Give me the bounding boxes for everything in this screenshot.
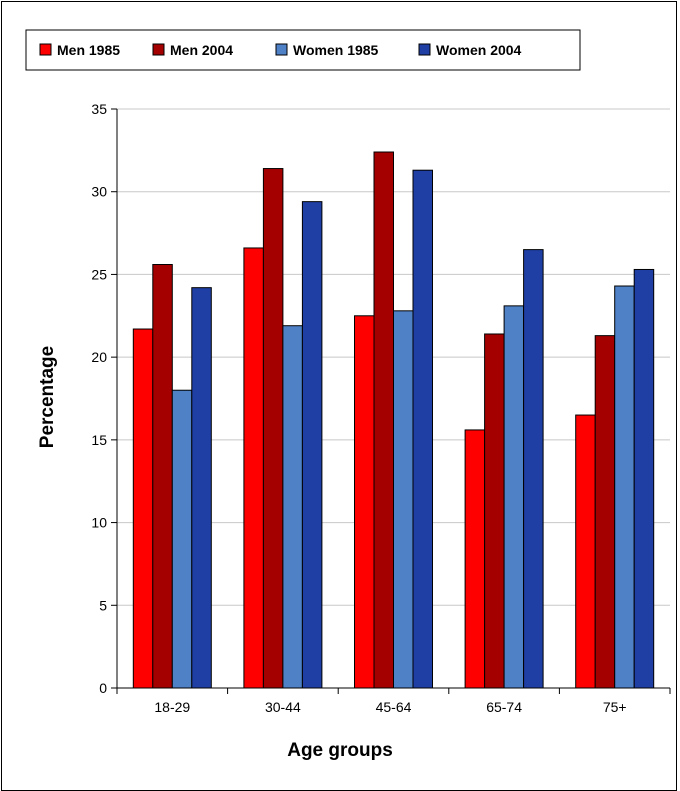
legend-label: Men 2004	[170, 42, 233, 58]
bar-women-2004-30-44	[301, 201, 323, 689]
bar-women-2004-65-74	[523, 249, 544, 689]
legend-swatch	[275, 43, 288, 56]
axes	[116, 109, 670, 689]
y-tick-label: 5	[99, 597, 107, 613]
y-tick-label: 10	[91, 515, 107, 531]
bars	[132, 151, 655, 689]
bar-men-1985-18-29	[132, 328, 154, 689]
legend-box	[25, 29, 581, 71]
bar-women-2004-18-29	[191, 287, 212, 689]
y-tick-label: 0	[99, 680, 107, 696]
legend-label: Women 2004	[436, 42, 522, 58]
bar-women-2004-75+	[633, 268, 655, 689]
y-tick-label: 35	[91, 101, 107, 117]
legend-swatch	[418, 43, 431, 56]
y-axis-title: Percentage	[37, 346, 58, 448]
y-tick-label: 30	[91, 184, 107, 200]
x-tick-label: 30-44	[265, 699, 301, 715]
bar-men-2004-30-44	[262, 168, 284, 689]
x-tick-label: 45-64	[376, 699, 412, 715]
bar-men-2004-65-74	[484, 333, 505, 689]
bar-women-1985-45-64	[393, 310, 414, 689]
bar-men-2004-45-64	[373, 151, 394, 689]
bar-women-2004-45-64	[412, 169, 433, 689]
bar-women-1985-65-74	[503, 305, 525, 689]
x-tick-label: 75+	[603, 699, 627, 715]
bar-women-1985-75+	[614, 285, 635, 689]
x-axis-title: Age groups	[287, 740, 393, 761]
bar-men-1985-65-74	[464, 429, 486, 689]
bar-men-1985-75+	[575, 414, 596, 689]
bar-men-1985-45-64	[354, 315, 375, 689]
bar-men-2004-18-29	[152, 264, 173, 689]
legend-swatch	[39, 43, 52, 56]
bar-men-2004-75+	[594, 335, 616, 689]
y-tick-label: 15	[91, 432, 107, 448]
x-tick-label: 65-74	[486, 699, 522, 715]
x-tick-labels: 18-29 30-44 45-64 65-74 75+	[116, 688, 671, 715]
x-tick-label: 18-29	[154, 699, 190, 715]
bar-chart: Men 1985 Men 2004 Women 1985 Women 2004 0 5 1…	[25, 29, 671, 761]
legend: Men 1985 Men 2004 Women 1985 Women 2004	[25, 29, 581, 71]
bar-men-1985-30-44	[243, 247, 264, 689]
legend-swatch	[152, 43, 165, 56]
bar-women-1985-30-44	[282, 325, 303, 689]
y-tick-label: 20	[91, 349, 107, 365]
y-tick-label: 25	[91, 266, 107, 282]
legend-label: Women 1985	[293, 42, 379, 58]
y-tick-labels: 0 5 10 15 20 25 30 35	[91, 101, 117, 696]
bar-women-1985-18-29	[171, 389, 193, 689]
legend-label: Men 1985	[57, 42, 120, 58]
